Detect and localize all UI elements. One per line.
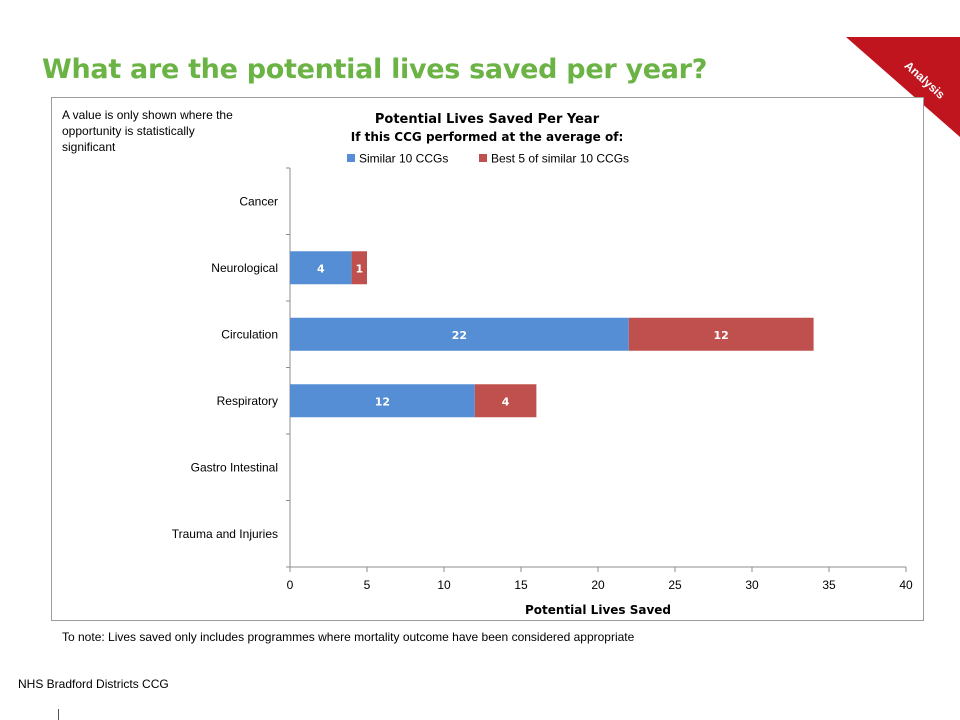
data-label-1-0: 4 bbox=[317, 262, 325, 275]
x-tick-label-2: 10 bbox=[437, 578, 451, 592]
chart-frame: Potential Lives Saved Per Year If this CC… bbox=[51, 97, 924, 621]
category-label-5: Trauma and Injuries bbox=[172, 527, 278, 541]
significance-note: A value is only shown where the opportun… bbox=[62, 108, 233, 154]
footnote: To note: Lives saved only includes progr… bbox=[62, 630, 635, 644]
category-label-0: Cancer bbox=[239, 194, 278, 208]
category-label-3: Respiratory bbox=[217, 394, 278, 408]
data-label-2-1: 12 bbox=[714, 329, 729, 342]
x-tick-label-1: 5 bbox=[364, 578, 371, 592]
bar-2-1 bbox=[628, 317, 814, 351]
legend-swatch-0 bbox=[347, 154, 355, 162]
x-tick-label-5: 25 bbox=[668, 578, 682, 592]
category-label-1: Neurological bbox=[211, 261, 278, 275]
x-tick-label-6: 30 bbox=[745, 578, 759, 592]
x-tick-label-3: 15 bbox=[514, 578, 528, 592]
x-tick-label-7: 35 bbox=[822, 578, 836, 592]
data-label-3-0: 12 bbox=[375, 395, 390, 408]
x-axis-label: Potential Lives Saved bbox=[525, 603, 671, 617]
category-label-2: Circulation bbox=[221, 327, 278, 341]
bar-3-0 bbox=[290, 384, 475, 418]
divider-mark bbox=[58, 709, 59, 720]
bar-1-0 bbox=[290, 251, 352, 285]
bar-2-0 bbox=[290, 317, 629, 351]
legend-label-0: Similar 10 CCGs bbox=[359, 152, 448, 166]
bar-3-1 bbox=[474, 384, 537, 418]
bar-1-1 bbox=[351, 251, 367, 285]
x-tick-label-4: 20 bbox=[591, 578, 605, 592]
chart-subtitle: If this CCG performed at the average of: bbox=[351, 130, 624, 144]
data-label-3-1: 4 bbox=[502, 395, 510, 408]
organisation-name: NHS Bradford Districts CCG bbox=[18, 677, 169, 691]
data-label-2-0: 22 bbox=[452, 329, 467, 342]
legend-label-1: Best 5 of similar 10 CCGs bbox=[491, 152, 629, 166]
chart-title: Potential Lives Saved Per Year bbox=[375, 112, 600, 127]
corner-triangle bbox=[846, 37, 960, 137]
analysis-corner-banner: Analysis bbox=[846, 37, 960, 137]
x-tick-label-0: 0 bbox=[287, 578, 294, 592]
chart-canvas: Potential Lives Saved Per Year If this CC… bbox=[172, 112, 913, 617]
category-label-4: Gastro Intestinal bbox=[191, 460, 278, 474]
legend-swatch-1 bbox=[479, 154, 487, 162]
x-tick-label-8: 40 bbox=[899, 578, 913, 592]
slide-title: What are the potential lives saved per y… bbox=[42, 54, 708, 85]
data-label-1-1: 1 bbox=[355, 262, 363, 275]
